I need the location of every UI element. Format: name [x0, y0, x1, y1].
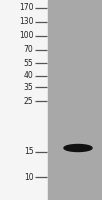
Text: 100: 100 — [19, 31, 33, 40]
Text: 35: 35 — [24, 82, 33, 92]
Text: 25: 25 — [24, 97, 33, 106]
Bar — [48, 0, 102, 200]
Ellipse shape — [64, 144, 92, 152]
Text: 10: 10 — [24, 172, 33, 182]
Text: 170: 170 — [19, 3, 33, 12]
Text: 55: 55 — [24, 58, 33, 68]
Bar — [0, 0, 48, 200]
Text: 130: 130 — [19, 18, 33, 26]
Text: 70: 70 — [24, 46, 33, 54]
Text: 40: 40 — [24, 72, 33, 80]
Text: 15: 15 — [24, 148, 33, 156]
